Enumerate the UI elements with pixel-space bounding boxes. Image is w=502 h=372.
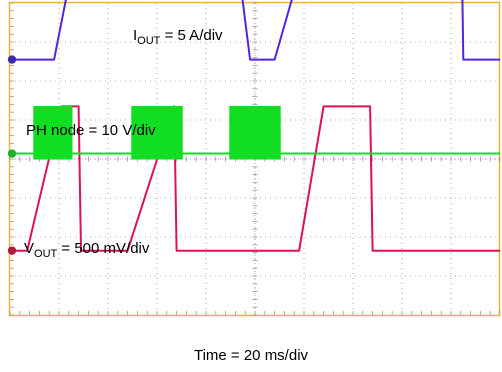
ph-label-main: PH node xyxy=(26,122,85,139)
ph-node-scale-label: PH node = 10 V/div xyxy=(26,123,156,138)
vout-label-scale: = 500 mV/div xyxy=(57,240,150,257)
channel-markers xyxy=(7,55,17,255)
vout-trace xyxy=(10,105,500,252)
vout-label-sub: OUT xyxy=(34,248,58,260)
x-axis-label: Time = 20 ms/div xyxy=(193,347,309,364)
ph-node-switching-burst xyxy=(33,105,73,160)
iout-label-sub: OUT xyxy=(137,35,161,47)
ph-node-switching-burst xyxy=(131,105,183,160)
vout-label-main: V xyxy=(24,240,35,257)
iout-label-main: I xyxy=(133,27,138,44)
ph-node-switching-burst xyxy=(229,105,281,160)
vout-channel-marker xyxy=(7,246,17,255)
iout-scale-label: IOUT = 5 A/div xyxy=(133,27,223,47)
ph-node-channel-marker xyxy=(7,149,17,158)
iout-channel-marker xyxy=(7,55,17,64)
iout-label-scale: = 5 A/div xyxy=(160,27,223,44)
traces xyxy=(10,0,500,252)
vout-scale-label: VOUT = 500 mV/div xyxy=(24,240,150,260)
ph-label-scale: = 10 V/div xyxy=(84,122,156,139)
